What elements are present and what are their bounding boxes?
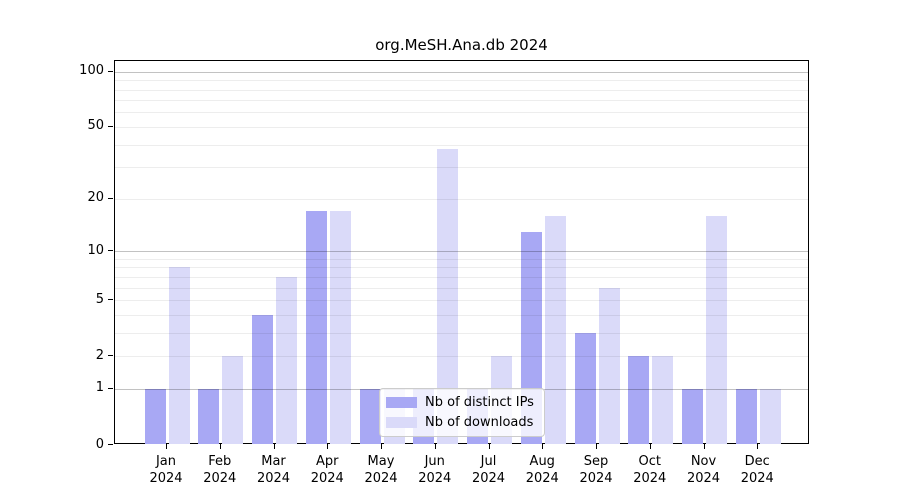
- y-tick-mark: [108, 250, 113, 252]
- minor-gridline: [115, 198, 808, 200]
- x-tick-mark: [488, 444, 490, 449]
- y-tick-label: 20: [87, 190, 104, 206]
- bar-distinct-ips-nov: [682, 388, 703, 444]
- x-tick-mark: [434, 444, 436, 449]
- x-tick-label: Mar 2024: [256, 454, 291, 486]
- bar-distinct-ips-dec: [735, 388, 757, 444]
- y-tick-label: 50: [87, 118, 104, 134]
- y-tick-mark: [108, 70, 113, 72]
- y-tick-mark: [108, 125, 113, 127]
- distinct-ips-swatch: [386, 397, 417, 409]
- x-tick-label: Feb 2024: [203, 454, 237, 486]
- minor-gridline: [115, 167, 808, 169]
- bar-downloads-feb: [222, 356, 244, 444]
- bar-distinct-ips-apr: [305, 211, 327, 444]
- plot-area: [114, 60, 809, 444]
- x-tick-mark: [381, 444, 382, 449]
- y-tick-label: 100: [79, 63, 104, 79]
- bar-distinct-ips-sep: [574, 332, 596, 444]
- y-tick-label: 10: [87, 242, 104, 258]
- x-tick-mark: [273, 444, 275, 449]
- legend-item-distinct-ips: Nb of distinct IPs: [386, 395, 538, 410]
- y-tick-label: 2: [95, 347, 104, 363]
- y-tick-mark: [108, 197, 113, 199]
- y-tick-mark: [108, 355, 113, 357]
- minor-gridline: [115, 112, 808, 114]
- y-tick-mark: [108, 299, 113, 301]
- bar-distinct-ips-may: [359, 388, 381, 444]
- bar-distinct-ips-feb: [198, 388, 220, 444]
- chart-title: org.MeSH.Ana.db 2024: [375, 36, 548, 54]
- minor-gridline: [115, 258, 808, 260]
- x-tick-label: Jan 2024: [149, 454, 183, 486]
- major-gridline: [115, 71, 808, 73]
- minor-gridline: [115, 287, 808, 289]
- x-tick-mark: [542, 444, 544, 449]
- minor-gridline: [115, 100, 808, 102]
- bar-downloads-oct: [652, 356, 674, 444]
- bar-distinct-ips-oct: [628, 356, 650, 444]
- downloads-label: Nb of downloads: [425, 414, 534, 430]
- x-tick-mark: [166, 444, 167, 449]
- distinct-ips-label: Nb of distinct IPs: [425, 395, 534, 411]
- minor-gridline: [115, 332, 808, 334]
- minor-gridline: [115, 356, 808, 358]
- x-tick-mark: [649, 444, 651, 449]
- x-tick-mark: [757, 444, 759, 449]
- bar-distinct-ips-jan: [144, 388, 166, 444]
- x-tick-label: Nov 2024: [686, 454, 721, 486]
- bar-downloads-sep: [598, 287, 620, 444]
- bar-downloads-dec: [759, 388, 781, 444]
- bar-downloads-nov: [706, 215, 727, 444]
- bar-downloads-jun: [437, 148, 459, 444]
- minor-gridline: [115, 267, 808, 269]
- minor-gridline: [115, 314, 808, 316]
- downloads-swatch: [386, 416, 417, 428]
- minor-gridline: [115, 276, 808, 278]
- minor-gridline: [115, 300, 808, 302]
- x-tick-label: May 2024: [364, 454, 398, 486]
- minor-gridline: [115, 89, 808, 91]
- x-tick-mark: [219, 444, 221, 449]
- bar-downloads-mar: [276, 276, 297, 444]
- x-tick-label: Jun 2024: [418, 454, 452, 486]
- y-tick-mark: [108, 387, 113, 389]
- minor-gridline: [115, 144, 808, 146]
- bar-downloads-aug: [544, 215, 566, 444]
- x-tick-mark: [596, 444, 597, 449]
- x-tick-mark: [327, 444, 329, 449]
- y-tick-label: 5: [95, 291, 104, 307]
- y-tick-label: 0: [95, 436, 104, 452]
- x-tick-label: Apr 2024: [310, 454, 344, 486]
- bar-downloads-apr: [329, 211, 351, 444]
- x-tick-label: Oct 2024: [633, 454, 667, 486]
- x-tick-label: Dec 2024: [740, 454, 774, 486]
- major-gridline: [115, 251, 808, 253]
- y-tick-label: 1: [95, 380, 104, 396]
- x-tick-label: Aug 2024: [525, 454, 559, 486]
- minor-gridline: [115, 80, 808, 82]
- legend: Nb of distinct IPs Nb of downloads: [379, 388, 545, 437]
- bar-distinct-ips-mar: [252, 314, 273, 444]
- x-tick-label: Sep 2024: [579, 454, 613, 486]
- y-tick-mark: [108, 444, 113, 445]
- legend-item-downloads: Nb of downloads: [386, 415, 538, 430]
- minor-gridline: [115, 126, 808, 128]
- x-tick-mark: [703, 444, 705, 449]
- bar-downloads-jan: [168, 267, 190, 444]
- x-tick-label: Jul 2024: [471, 454, 506, 486]
